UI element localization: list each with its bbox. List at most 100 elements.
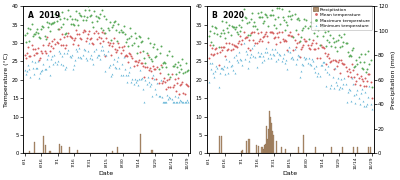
Point <box>225 48 232 51</box>
Point <box>45 53 51 56</box>
Bar <box>219 136 220 154</box>
Point <box>38 49 44 52</box>
Point <box>104 50 111 52</box>
Point <box>164 94 170 97</box>
Point <box>316 44 323 47</box>
Point <box>288 17 294 20</box>
Point <box>227 65 234 68</box>
Point <box>328 59 335 62</box>
Point <box>282 39 288 42</box>
Point <box>150 64 156 67</box>
Point <box>251 44 258 47</box>
Point <box>223 21 229 23</box>
Bar <box>59 144 60 154</box>
Point <box>61 35 67 38</box>
Point <box>75 56 82 59</box>
Point <box>310 39 316 42</box>
Point <box>178 100 184 103</box>
Point <box>56 28 62 31</box>
Point <box>32 61 38 64</box>
Point <box>100 39 106 42</box>
Point <box>317 22 324 25</box>
Point <box>176 100 182 103</box>
Point <box>52 12 59 15</box>
Point <box>94 20 100 23</box>
Point <box>358 52 364 55</box>
Point <box>272 18 278 21</box>
Point <box>283 40 289 43</box>
Point <box>47 50 53 52</box>
Point <box>42 68 49 70</box>
Point <box>230 48 236 51</box>
Point <box>98 36 104 39</box>
Point <box>25 46 32 49</box>
Point <box>324 70 330 73</box>
Point <box>135 60 141 63</box>
Bar <box>271 123 272 154</box>
Point <box>206 81 212 84</box>
Point <box>253 65 260 68</box>
Point <box>35 59 41 62</box>
Point <box>225 31 232 33</box>
Point <box>325 65 331 68</box>
Point <box>301 55 308 58</box>
Point <box>118 31 125 34</box>
Bar <box>45 145 46 154</box>
Point <box>277 22 284 25</box>
Point <box>338 78 344 81</box>
Point <box>276 30 282 33</box>
Point <box>273 42 279 45</box>
Point <box>137 69 143 72</box>
Point <box>282 62 288 65</box>
Point <box>311 48 317 51</box>
Point <box>148 69 154 72</box>
Point <box>294 17 300 20</box>
Bar <box>281 147 282 154</box>
Point <box>41 50 48 52</box>
Point <box>165 86 172 88</box>
Point <box>77 55 84 58</box>
Point <box>329 36 336 39</box>
Point <box>253 42 260 45</box>
Point <box>210 54 216 57</box>
Point <box>344 74 351 77</box>
Point <box>211 53 218 56</box>
Point <box>33 67 39 70</box>
Point <box>214 51 221 54</box>
Point <box>158 44 164 47</box>
Point <box>127 53 134 56</box>
Point <box>166 78 172 80</box>
Point <box>36 35 42 38</box>
Point <box>163 87 169 90</box>
Point <box>132 59 138 62</box>
Point <box>158 66 165 69</box>
Point <box>66 55 73 58</box>
Bar <box>112 151 114 154</box>
Point <box>28 43 35 46</box>
Point <box>47 30 53 33</box>
Point <box>224 49 230 52</box>
Point <box>334 84 340 87</box>
Point <box>268 56 274 59</box>
Point <box>148 83 154 86</box>
Point <box>77 36 84 39</box>
Point <box>354 89 361 92</box>
Point <box>306 25 313 28</box>
Point <box>315 29 322 32</box>
Point <box>314 57 320 59</box>
Point <box>364 102 370 105</box>
Point <box>82 49 88 52</box>
Point <box>216 34 223 37</box>
Point <box>220 68 226 71</box>
Point <box>329 59 336 62</box>
Point <box>52 43 59 46</box>
Point <box>314 74 320 77</box>
Point <box>250 24 256 27</box>
Point <box>359 78 365 81</box>
Point <box>49 55 55 58</box>
Point <box>261 58 267 61</box>
Point <box>142 66 149 68</box>
Point <box>341 76 348 79</box>
Point <box>71 39 77 41</box>
Point <box>135 44 141 47</box>
